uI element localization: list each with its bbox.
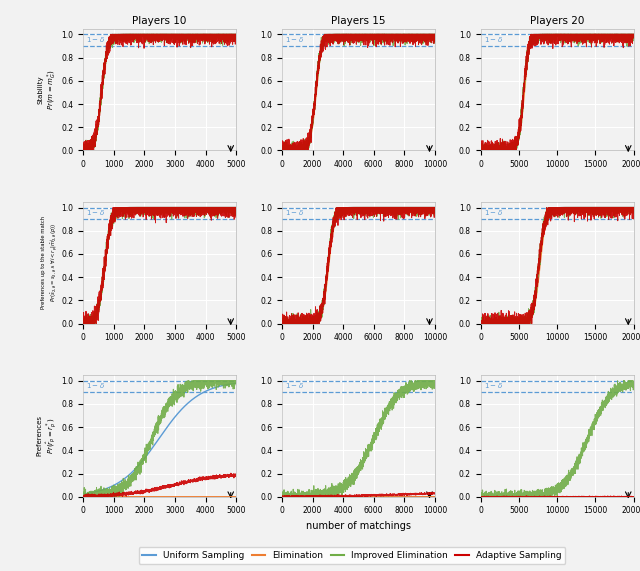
- Y-axis label: Preferences
$Pr(\hat{r}_p=r_p^*)$: Preferences $Pr(\hat{r}_p=r_p^*)$: [36, 415, 59, 456]
- Text: $1-\delta$: $1-\delta$: [86, 208, 105, 217]
- Y-axis label: Stability
$Pr(m = m_G^*)$: Stability $Pr(m = m_G^*)$: [38, 69, 59, 110]
- Y-axis label: Preferences up to the stable match
$Pr(\hat{s}_{2,\delta}=s_{2,\delta}\wedge\for: Preferences up to the stable match $Pr(\…: [42, 216, 59, 309]
- Text: $1-\delta$: $1-\delta$: [285, 208, 304, 217]
- Text: $1-\delta$: $1-\delta$: [484, 35, 503, 43]
- Title: Players 10: Players 10: [132, 17, 187, 26]
- Text: $1-\delta$: $1-\delta$: [86, 381, 105, 390]
- Text: $1-\delta$: $1-\delta$: [285, 381, 304, 390]
- Title: Players 15: Players 15: [331, 17, 386, 26]
- Text: $1-\delta$: $1-\delta$: [285, 35, 304, 43]
- Text: $1-\delta$: $1-\delta$: [86, 35, 105, 43]
- Legend: Uniform Sampling, Elimination, Improved Elimination, Adaptive Sampling: Uniform Sampling, Elimination, Improved …: [139, 548, 565, 564]
- Title: Players 20: Players 20: [530, 17, 584, 26]
- Text: $1-\delta$: $1-\delta$: [484, 381, 503, 390]
- Text: $1-\delta$: $1-\delta$: [484, 208, 503, 217]
- X-axis label: number of matchings: number of matchings: [306, 521, 411, 531]
